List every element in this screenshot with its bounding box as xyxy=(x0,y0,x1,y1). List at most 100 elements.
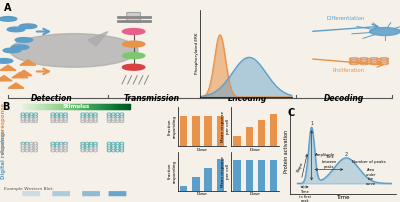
Circle shape xyxy=(120,120,124,122)
Circle shape xyxy=(112,118,115,120)
Circle shape xyxy=(55,118,59,120)
Circle shape xyxy=(64,118,67,120)
Circle shape xyxy=(60,150,62,151)
Circle shape xyxy=(90,116,93,118)
Circle shape xyxy=(31,148,32,149)
Y-axis label: Mean response
per cell: Mean response per cell xyxy=(221,111,230,142)
Circle shape xyxy=(52,148,54,149)
Circle shape xyxy=(52,143,54,144)
Circle shape xyxy=(350,60,358,62)
Circle shape xyxy=(90,143,92,144)
Circle shape xyxy=(107,150,111,152)
Circle shape xyxy=(360,62,368,65)
Circle shape xyxy=(117,116,118,117)
Circle shape xyxy=(82,148,84,149)
Circle shape xyxy=(120,145,124,147)
Text: Digital response: Digital response xyxy=(1,130,6,179)
X-axis label: Time: Time xyxy=(336,195,350,200)
Circle shape xyxy=(35,143,36,144)
Circle shape xyxy=(82,114,84,115)
Circle shape xyxy=(116,147,119,149)
Circle shape xyxy=(382,58,386,59)
Circle shape xyxy=(25,118,29,120)
Circle shape xyxy=(107,147,111,149)
Circle shape xyxy=(382,63,386,64)
Circle shape xyxy=(56,114,58,115)
Circle shape xyxy=(35,145,36,146)
Circle shape xyxy=(65,148,66,149)
Circle shape xyxy=(51,118,54,120)
Circle shape xyxy=(60,121,62,122)
Circle shape xyxy=(380,58,388,60)
Bar xyxy=(258,120,265,146)
Polygon shape xyxy=(0,76,12,81)
Circle shape xyxy=(108,148,110,149)
Circle shape xyxy=(108,121,110,122)
FancyBboxPatch shape xyxy=(82,191,100,196)
Circle shape xyxy=(30,118,33,120)
Circle shape xyxy=(51,113,54,115)
Text: Area
under
the
curve: Area under the curve xyxy=(366,168,376,186)
Circle shape xyxy=(116,118,119,120)
Circle shape xyxy=(85,113,89,115)
Y-axis label: Fraction
responding: Fraction responding xyxy=(168,160,177,183)
Circle shape xyxy=(26,148,28,149)
Text: Amplitude: Amplitude xyxy=(315,153,336,157)
Circle shape xyxy=(107,120,111,122)
Circle shape xyxy=(60,143,62,144)
Circle shape xyxy=(122,28,145,35)
Circle shape xyxy=(56,150,58,151)
Circle shape xyxy=(113,145,114,146)
Circle shape xyxy=(51,150,54,152)
Circle shape xyxy=(86,143,88,144)
Circle shape xyxy=(117,121,118,122)
Circle shape xyxy=(56,148,58,149)
Circle shape xyxy=(112,142,115,144)
Circle shape xyxy=(52,116,54,117)
Circle shape xyxy=(370,58,378,60)
Circle shape xyxy=(360,58,368,60)
Circle shape xyxy=(82,150,84,151)
Circle shape xyxy=(26,116,28,117)
Circle shape xyxy=(56,116,58,117)
Circle shape xyxy=(94,145,97,147)
Circle shape xyxy=(55,145,59,147)
Circle shape xyxy=(31,114,32,115)
Circle shape xyxy=(86,150,88,151)
Circle shape xyxy=(0,59,13,63)
Y-axis label: Mean response
per cell: Mean response per cell xyxy=(221,156,230,187)
Circle shape xyxy=(90,116,92,117)
Circle shape xyxy=(64,150,67,152)
Circle shape xyxy=(113,121,114,122)
Circle shape xyxy=(94,142,97,144)
Circle shape xyxy=(34,113,37,115)
Circle shape xyxy=(90,120,93,122)
Circle shape xyxy=(122,53,145,59)
Circle shape xyxy=(35,114,36,115)
FancyBboxPatch shape xyxy=(127,12,140,22)
Circle shape xyxy=(22,145,24,146)
Circle shape xyxy=(25,116,29,118)
FancyBboxPatch shape xyxy=(108,191,126,196)
Bar xyxy=(180,116,188,146)
Circle shape xyxy=(85,116,89,118)
Circle shape xyxy=(55,142,59,144)
Circle shape xyxy=(34,145,37,147)
Circle shape xyxy=(120,118,124,120)
Circle shape xyxy=(22,143,24,144)
Circle shape xyxy=(64,145,67,147)
Circle shape xyxy=(26,114,28,115)
Circle shape xyxy=(94,116,97,118)
Polygon shape xyxy=(8,83,24,88)
Circle shape xyxy=(25,113,29,115)
Text: 1: 1 xyxy=(310,121,313,126)
Text: Analog response: Analog response xyxy=(1,103,6,153)
Circle shape xyxy=(95,121,96,122)
Circle shape xyxy=(90,113,93,115)
Circle shape xyxy=(10,34,138,67)
Circle shape xyxy=(370,62,378,65)
Circle shape xyxy=(116,116,119,118)
Circle shape xyxy=(90,148,92,149)
Circle shape xyxy=(120,150,124,152)
Circle shape xyxy=(86,148,88,149)
